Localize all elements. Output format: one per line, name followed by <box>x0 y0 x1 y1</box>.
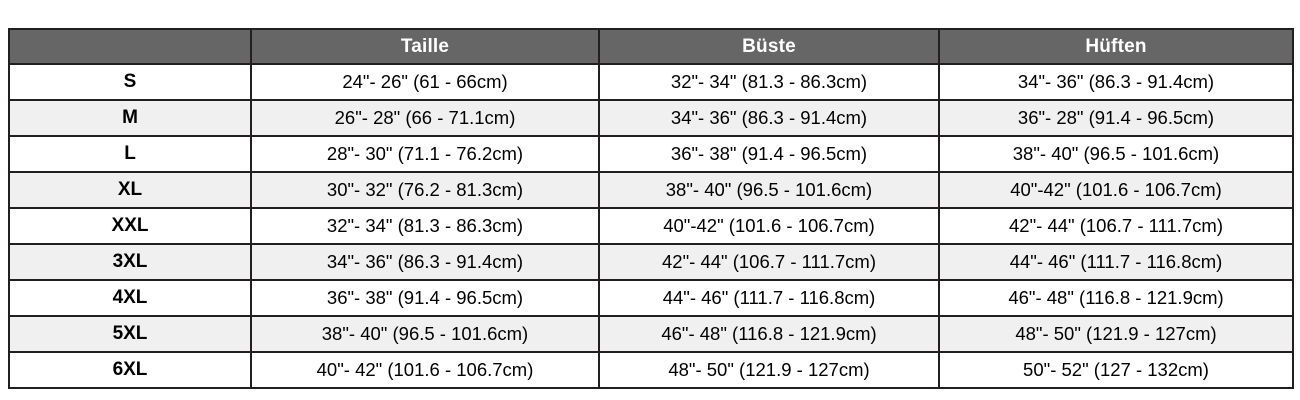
bust-value: 36"- 38" (91.4 - 96.5cm) <box>598 135 940 173</box>
table-row: XL 30"- 32" (76.2 - 81.3cm) 38"- 40" (96… <box>8 171 1294 209</box>
size-label: S <box>8 63 252 101</box>
waist-value: 36"- 38" (91.4 - 96.5cm) <box>250 279 600 317</box>
waist-value: 34"- 36" (86.3 - 91.4cm) <box>250 243 600 281</box>
bust-value: 38"- 40" (96.5 - 101.6cm) <box>598 171 940 209</box>
table-row: S 24"- 26" (61 - 66cm) 32"- 34" (81.3 - … <box>8 63 1294 101</box>
table-row: 3XL 34"- 36" (86.3 - 91.4cm) 42"- 44" (1… <box>8 243 1294 281</box>
table-row: M 26"- 28" (66 - 71.1cm) 34"- 36" (86.3 … <box>8 99 1294 137</box>
waist-value: 32"- 34" (81.3 - 86.3cm) <box>250 207 600 245</box>
bust-value: 44"- 46" (111.7 - 116.8cm) <box>598 279 940 317</box>
hips-value: 36"- 28" (91.4 - 96.5cm) <box>938 99 1294 137</box>
size-label: L <box>8 135 252 173</box>
size-label: 5XL <box>8 315 252 353</box>
size-chart-table: Taille Büste Hüften S 24"- 26" (61 - 66c… <box>8 28 1294 389</box>
bust-value: 40"-42" (101.6 - 106.7cm) <box>598 207 940 245</box>
size-label: 4XL <box>8 279 252 317</box>
waist-value: 40"- 42" (101.6 - 106.7cm) <box>250 351 600 389</box>
bust-value: 46"- 48" (116.8 - 121.9cm) <box>598 315 940 353</box>
bust-value: 42"- 44" (106.7 - 111.7cm) <box>598 243 940 281</box>
table-row: XXL 32"- 34" (81.3 - 86.3cm) 40"-42" (10… <box>8 207 1294 245</box>
size-label: XL <box>8 171 252 209</box>
hips-value: 42"- 44" (106.7 - 111.7cm) <box>938 207 1294 245</box>
hips-value: 38"- 40" (96.5 - 101.6cm) <box>938 135 1294 173</box>
waist-value: 26"- 28" (66 - 71.1cm) <box>250 99 600 137</box>
table-row: 5XL 38"- 40" (96.5 - 101.6cm) 46"- 48" (… <box>8 315 1294 353</box>
table-row: 4XL 36"- 38" (91.4 - 96.5cm) 44"- 46" (1… <box>8 279 1294 317</box>
waist-value: 38"- 40" (96.5 - 101.6cm) <box>250 315 600 353</box>
bust-value: 32"- 34" (81.3 - 86.3cm) <box>598 63 940 101</box>
hips-value: 44"- 46" (111.7 - 116.8cm) <box>938 243 1294 281</box>
size-label: 3XL <box>8 243 252 281</box>
hips-value: 48"- 50" (121.9 - 127cm) <box>938 315 1294 353</box>
hips-value: 34"- 36" (86.3 - 91.4cm) <box>938 63 1294 101</box>
size-label: M <box>8 99 252 137</box>
waist-value: 30"- 32" (76.2 - 81.3cm) <box>250 171 600 209</box>
size-chart-container: Taille Büste Hüften S 24"- 26" (61 - 66c… <box>8 28 1294 389</box>
waist-value: 24"- 26" (61 - 66cm) <box>250 63 600 101</box>
column-header-size <box>8 28 252 65</box>
table-row: 6XL 40"- 42" (101.6 - 106.7cm) 48"- 50" … <box>8 351 1294 389</box>
size-label: 6XL <box>8 351 252 389</box>
hips-value: 50"- 52" (127 - 132cm) <box>938 351 1294 389</box>
column-header-bust: Büste <box>598 28 940 65</box>
column-header-waist: Taille <box>250 28 600 65</box>
hips-value: 40"-42" (101.6 - 106.7cm) <box>938 171 1294 209</box>
table-header: Taille Büste Hüften <box>8 28 1294 65</box>
header-row: Taille Büste Hüften <box>8 28 1294 65</box>
hips-value: 46"- 48" (116.8 - 121.9cm) <box>938 279 1294 317</box>
bust-value: 48"- 50" (121.9 - 127cm) <box>598 351 940 389</box>
bust-value: 34"- 36" (86.3 - 91.4cm) <box>598 99 940 137</box>
waist-value: 28"- 30" (71.1 - 76.2cm) <box>250 135 600 173</box>
size-label: XXL <box>8 207 252 245</box>
table-row: L 28"- 30" (71.1 - 76.2cm) 36"- 38" (91.… <box>8 135 1294 173</box>
table-body: S 24"- 26" (61 - 66cm) 32"- 34" (81.3 - … <box>8 63 1294 389</box>
column-header-hips: Hüften <box>938 28 1294 65</box>
